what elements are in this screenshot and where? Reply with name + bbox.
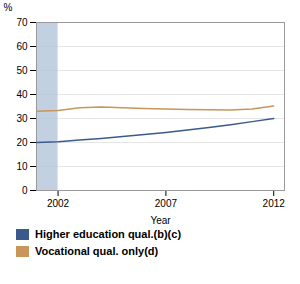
svg-text:30: 30 [16, 113, 28, 124]
svg-text:40: 40 [16, 89, 28, 100]
svg-text:70: 70 [16, 17, 28, 28]
html-text:Higher education qual.(b)(c): Higher education qual.(b)(c) [35, 228, 182, 240]
html-text:Vocational qual. only(d): Vocational qual. only(d) [35, 245, 159, 257]
svg-text:Year: Year [150, 215, 171, 226]
svg-text:2007: 2007 [155, 198, 178, 209]
svg-text:%: % [4, 2, 13, 13]
svg-text:2012: 2012 [263, 198, 286, 209]
svg-text:60: 60 [16, 41, 28, 52]
svg-text:2002: 2002 [47, 198, 70, 209]
svg-text:0: 0 [22, 185, 28, 196]
svg-text:50: 50 [16, 65, 28, 76]
svg-text:10: 10 [16, 161, 28, 172]
svg-text:20: 20 [16, 137, 28, 148]
